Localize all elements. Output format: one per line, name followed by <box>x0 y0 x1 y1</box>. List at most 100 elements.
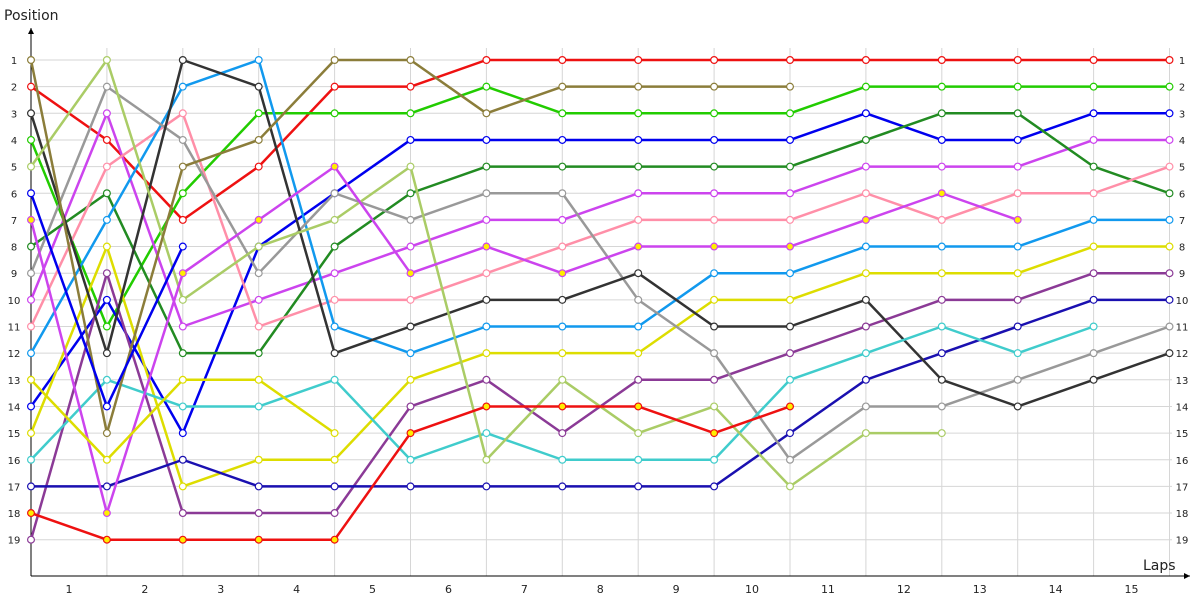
data-point <box>27 135 36 144</box>
series-14 <box>27 55 946 491</box>
data-point <box>27 82 36 91</box>
data-point <box>102 189 111 198</box>
data-point <box>482 82 491 91</box>
data-point <box>406 82 415 91</box>
data-point <box>102 482 111 491</box>
data-point <box>558 135 567 144</box>
data-point <box>937 269 946 278</box>
series-line <box>29 58 1170 408</box>
x-tick-label: 10 <box>745 583 759 596</box>
data-point <box>634 189 643 198</box>
data-point <box>785 429 794 438</box>
y-tick-label-right: 3 <box>1179 109 1185 120</box>
x-tick-label: 8 <box>597 583 604 596</box>
data-point <box>254 402 263 411</box>
data-point <box>102 242 111 251</box>
data-point <box>178 109 187 118</box>
data-point <box>482 322 491 331</box>
data-point <box>330 242 339 251</box>
x-tick-label: 14 <box>1049 583 1063 596</box>
y-tick-label-left: 3 <box>11 109 17 120</box>
data-point <box>634 482 643 491</box>
data-point <box>558 482 567 491</box>
data-point <box>937 162 946 171</box>
y-tick-label-left: 15 <box>8 429 21 440</box>
data-point <box>710 109 719 118</box>
data-point <box>558 242 567 251</box>
data-point <box>406 482 415 491</box>
data-point <box>102 402 111 411</box>
data-point <box>634 322 643 331</box>
y-tick-label-right: 6 <box>1179 189 1185 200</box>
y-tick-label-left: 19 <box>8 536 21 547</box>
data-point <box>406 215 415 224</box>
data-point <box>406 295 415 304</box>
data-point <box>406 455 415 464</box>
data-point <box>861 349 870 358</box>
data-point <box>178 482 187 491</box>
data-point <box>254 349 263 358</box>
data-point <box>558 162 567 171</box>
data-point <box>406 375 415 384</box>
grid <box>30 48 1172 576</box>
y-tick-label-right: 18 <box>1176 509 1189 520</box>
y-tick-label-right: 1 <box>1179 56 1185 67</box>
series-4 <box>27 109 1174 331</box>
series-line <box>30 112 1170 355</box>
data-point <box>330 162 339 171</box>
data-point <box>254 242 263 251</box>
data-point <box>102 215 111 224</box>
y-tick-label-left: 18 <box>8 509 21 520</box>
data-point <box>937 322 946 331</box>
data-point <box>1013 295 1022 304</box>
data-point <box>1013 189 1022 198</box>
series-line <box>29 165 1019 515</box>
data-point <box>785 295 794 304</box>
data-point <box>1165 109 1174 118</box>
data-point <box>1089 109 1098 118</box>
data-point <box>861 215 870 224</box>
x-tick-label: 4 <box>293 583 300 596</box>
data-point <box>558 322 567 331</box>
data-point <box>1089 135 1098 144</box>
data-point <box>27 482 36 491</box>
data-point <box>178 55 187 64</box>
data-point <box>1013 375 1022 384</box>
series-5 <box>27 109 1174 358</box>
y-tick-label-right: 17 <box>1176 482 1189 493</box>
x-tick-label: 9 <box>673 583 680 596</box>
data-point <box>785 55 794 64</box>
data-point <box>27 429 36 438</box>
data-point <box>861 322 870 331</box>
data-point <box>861 189 870 198</box>
y-axis-arrow <box>28 28 34 34</box>
x-axis-arrow <box>1184 573 1190 579</box>
data-point <box>330 482 339 491</box>
data-point <box>482 375 491 384</box>
data-point <box>406 109 415 118</box>
series-15 <box>27 55 794 438</box>
data-point <box>254 509 263 518</box>
data-point <box>102 82 111 91</box>
y-tick-label-right: 9 <box>1179 269 1185 280</box>
data-point <box>937 215 946 224</box>
data-point <box>482 55 491 64</box>
data-point <box>1013 402 1022 411</box>
series-13 <box>27 322 1098 464</box>
y-tick-label-left: 1 <box>11 56 17 67</box>
data-point <box>1165 215 1174 224</box>
x-tick-label: 6 <box>445 583 452 596</box>
data-point <box>27 215 36 224</box>
data-point <box>785 269 794 278</box>
data-point <box>861 295 870 304</box>
data-point <box>1089 242 1098 251</box>
data-point <box>634 269 643 278</box>
data-point <box>558 82 567 91</box>
data-point <box>406 162 415 171</box>
data-point <box>785 162 794 171</box>
data-point <box>558 295 567 304</box>
y-tick-label-left: 16 <box>8 456 21 467</box>
data-point <box>937 242 946 251</box>
data-point <box>710 429 719 438</box>
data-point <box>178 269 187 278</box>
